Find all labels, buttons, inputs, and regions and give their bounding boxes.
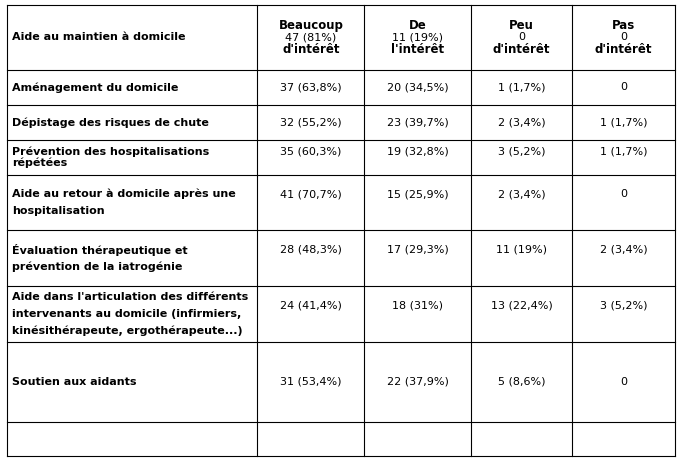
- Text: intervenants au domicile (infirmiers,: intervenants au domicile (infirmiers,: [12, 309, 241, 319]
- Text: 23 (39,7%): 23 (39,7%): [387, 117, 449, 127]
- Text: 28 (48,3%): 28 (48,3%): [280, 245, 342, 255]
- Text: 22 (37,9%): 22 (37,9%): [387, 377, 449, 387]
- Text: 0: 0: [518, 32, 525, 42]
- Text: Aide dans l'articulation des différents: Aide dans l'articulation des différents: [12, 292, 248, 302]
- Text: Soutien aux aidants: Soutien aux aidants: [12, 377, 137, 387]
- Text: 18 (31%): 18 (31%): [392, 301, 443, 310]
- Text: 41 (70,7%): 41 (70,7%): [280, 189, 342, 199]
- Text: d'intérêt: d'intérêt: [595, 42, 652, 56]
- Text: 3 (5,2%): 3 (5,2%): [498, 147, 545, 157]
- Text: Beaucoup: Beaucoup: [278, 19, 343, 32]
- Text: kinésithérapeute, ergothérapeute...): kinésithérapeute, ergothérapeute...): [12, 325, 243, 336]
- Text: 1 (1,7%): 1 (1,7%): [498, 83, 545, 92]
- Text: 2 (3,4%): 2 (3,4%): [498, 189, 546, 199]
- Text: 0: 0: [620, 32, 627, 42]
- Text: 31 (53,4%): 31 (53,4%): [280, 377, 342, 387]
- Text: Aide au maintien à domicile: Aide au maintien à domicile: [12, 32, 186, 42]
- Text: Aménagement du domicile: Aménagement du domicile: [12, 82, 179, 93]
- Text: 20 (34,5%): 20 (34,5%): [387, 83, 449, 92]
- Text: 11 (19%): 11 (19%): [392, 32, 443, 42]
- Text: Évaluation thérapeutique et: Évaluation thérapeutique et: [12, 244, 188, 256]
- Text: 35 (60,3%): 35 (60,3%): [280, 147, 342, 157]
- Text: Prévention des hospitalisations: Prévention des hospitalisations: [12, 147, 209, 157]
- Text: répétées: répétées: [12, 157, 68, 168]
- Text: 1 (1,7%): 1 (1,7%): [599, 147, 647, 157]
- Text: l'intérêt: l'intérêt: [391, 42, 445, 56]
- Text: 0: 0: [620, 189, 627, 199]
- Text: 1 (1,7%): 1 (1,7%): [599, 117, 647, 127]
- Text: Peu: Peu: [509, 19, 534, 32]
- Text: 19 (32,8%): 19 (32,8%): [387, 147, 449, 157]
- Text: prévention de la iatrogénie: prévention de la iatrogénie: [12, 261, 183, 272]
- Text: Pas: Pas: [612, 19, 635, 32]
- Text: De: De: [409, 19, 427, 32]
- Text: 2 (3,4%): 2 (3,4%): [599, 245, 647, 255]
- Text: 0: 0: [620, 83, 627, 92]
- Text: d'intérêt: d'intérêt: [282, 42, 340, 56]
- Text: 5 (8,6%): 5 (8,6%): [498, 377, 545, 387]
- Text: 17 (29,3%): 17 (29,3%): [387, 245, 449, 255]
- Text: 3 (5,2%): 3 (5,2%): [599, 301, 647, 310]
- Text: 11 (19%): 11 (19%): [496, 245, 547, 255]
- Text: Aide au retour à domicile après une: Aide au retour à domicile après une: [12, 189, 236, 199]
- Text: 47 (81%): 47 (81%): [285, 32, 336, 42]
- Text: 32 (55,2%): 32 (55,2%): [280, 117, 342, 127]
- Text: 2 (3,4%): 2 (3,4%): [498, 117, 546, 127]
- Text: Dépistage des risques de chute: Dépistage des risques de chute: [12, 117, 209, 128]
- Text: 24 (41,4%): 24 (41,4%): [280, 301, 342, 310]
- Text: d'intérêt: d'intérêt: [492, 42, 550, 56]
- Text: 15 (25,9%): 15 (25,9%): [387, 189, 449, 199]
- Text: hospitalisation: hospitalisation: [12, 206, 105, 216]
- Text: 37 (63,8%): 37 (63,8%): [280, 83, 342, 92]
- Text: 13 (22,4%): 13 (22,4%): [490, 301, 552, 310]
- Text: 0: 0: [620, 377, 627, 387]
